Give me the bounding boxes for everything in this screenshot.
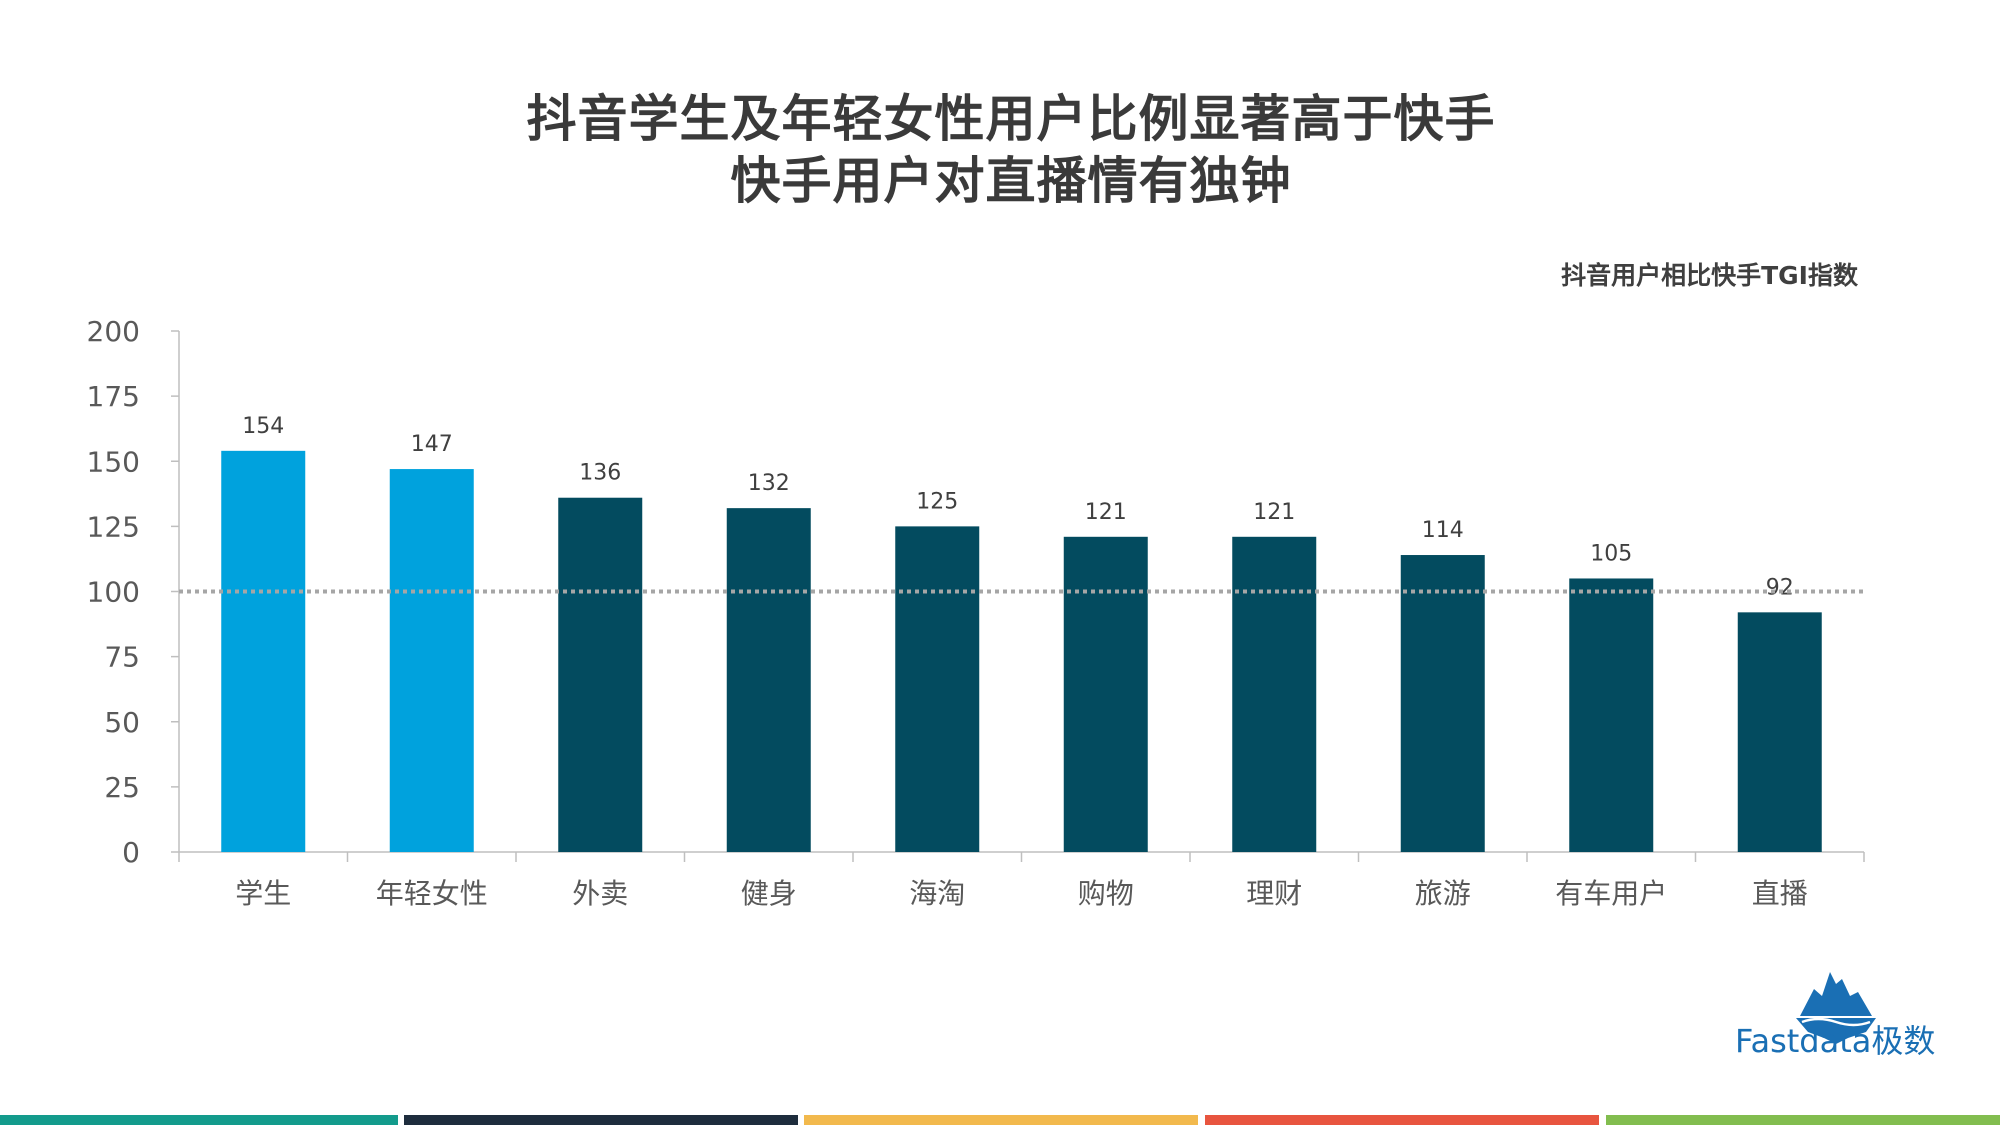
y-tick-label: 125	[87, 510, 140, 543]
data-label: 105	[1590, 541, 1632, 566]
x-tick-label: 直播	[1752, 877, 1808, 910]
bar	[726, 508, 811, 852]
y-tick-label: 200	[87, 315, 140, 348]
x-tick-label: 外卖	[572, 877, 628, 910]
bar	[895, 526, 980, 852]
bottom-bar-segment	[404, 1115, 798, 1125]
data-label: 147	[411, 432, 453, 457]
x-tick-label: 有车用户	[1555, 877, 1667, 910]
chart-title: 抖音用户相比快手TGI指数	[1561, 261, 1858, 290]
logo-text: Fastdata极数	[1735, 1022, 1936, 1060]
bottom-color-bar	[0, 1115, 2000, 1125]
bar	[558, 497, 643, 852]
title-line-1: 抖音学生及年轻女性用户比例显著高于快手	[526, 90, 1496, 148]
x-tick-label: 购物	[1078, 877, 1134, 910]
x-tick-label: 海淘	[909, 877, 965, 910]
bottom-bar-segment	[0, 1115, 398, 1125]
fastdata-logo-icon	[1796, 972, 1876, 1044]
bar	[221, 450, 306, 852]
data-label: 136	[579, 461, 621, 486]
page-title: 抖音学生及年轻女性用户比例显著高于快手 快手用户对直播情有独钟	[0, 88, 2000, 212]
y-tick-label: 150	[87, 445, 140, 478]
y-tick-label: 0	[122, 836, 140, 869]
bar	[1232, 536, 1317, 852]
x-tick-label: 健身	[741, 877, 797, 910]
data-label: 114	[1422, 518, 1464, 543]
y-tick-label: 25	[104, 771, 140, 804]
y-tick-label: 100	[87, 576, 140, 609]
bottom-bar-segment	[804, 1115, 1198, 1125]
x-tick-label: 年轻女性	[376, 877, 488, 910]
title-line-2: 快手用户对直播情有独钟	[730, 152, 1292, 210]
x-tick-label: 学生	[235, 877, 291, 910]
y-tick-label: 50	[104, 706, 140, 739]
bottom-bar-segment	[1205, 1115, 1599, 1125]
bar	[389, 469, 474, 852]
bar	[1737, 612, 1822, 852]
bar	[1400, 555, 1485, 852]
x-tick-label: 理财	[1246, 877, 1302, 910]
data-label: 92	[1766, 575, 1794, 600]
data-label: 154	[242, 414, 284, 439]
data-label: 125	[916, 489, 958, 514]
data-label: 121	[1085, 500, 1127, 525]
bar	[1569, 578, 1654, 852]
y-tick-label: 75	[104, 641, 140, 674]
data-label: 132	[748, 471, 790, 496]
x-tick-label: 旅游	[1415, 877, 1471, 910]
bar	[1063, 536, 1148, 852]
y-tick-label: 175	[87, 380, 140, 413]
data-label: 121	[1253, 500, 1295, 525]
bottom-bar-segment	[1606, 1115, 2000, 1125]
